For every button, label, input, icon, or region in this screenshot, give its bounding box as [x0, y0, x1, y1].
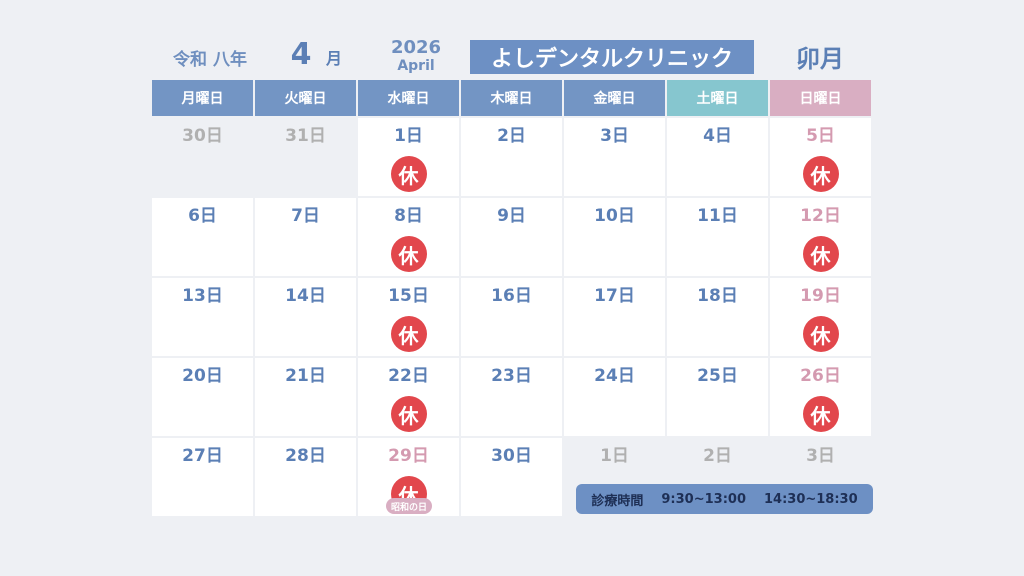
holiday-note: 昭和の日 — [386, 498, 432, 514]
hours-afternoon: 14:30~18:30 — [763, 491, 858, 507]
day-cell — [667, 358, 768, 436]
day-number: 18日 — [697, 285, 738, 306]
weekday-header: 金曜日 — [564, 80, 665, 116]
closed-mark: 休 — [802, 156, 839, 192]
day-number: 17日 — [594, 285, 635, 306]
day-number: 16日 — [491, 285, 532, 306]
day-number: 9日 — [497, 205, 526, 226]
hours-box: 診療時間 9:30~13:00 14:30~18:30 — [576, 484, 873, 514]
day-number: 7日 — [291, 205, 320, 226]
closed-mark: 休 — [802, 396, 839, 432]
day-number: 6日 — [188, 205, 217, 226]
day-number: 3日 — [806, 445, 835, 466]
weekday-header: 日曜日 — [770, 80, 871, 116]
day-number: 4日 — [703, 125, 732, 146]
day-cell — [152, 438, 253, 516]
day-number: 15日 — [388, 285, 429, 306]
day-cell — [461, 278, 562, 356]
weekday-header: 木曜日 — [461, 80, 562, 116]
closed-mark: 休 — [390, 316, 427, 352]
day-number: 1日 — [394, 125, 423, 146]
day-number: 27日 — [182, 445, 223, 466]
day-number: 24日 — [594, 365, 635, 386]
day-cell — [461, 358, 562, 436]
day-number: 14日 — [285, 285, 326, 306]
day-number: 13日 — [182, 285, 223, 306]
day-number: 1日 — [600, 445, 629, 466]
day-number: 19日 — [800, 285, 841, 306]
day-cell — [255, 358, 356, 436]
day-cell — [255, 438, 356, 516]
hours-label: 診療時間 — [591, 493, 644, 509]
day-cell — [667, 278, 768, 356]
day-number: 20日 — [182, 365, 223, 386]
weekday-header: 土曜日 — [667, 80, 768, 116]
weekday-header: 火曜日 — [255, 80, 356, 116]
day-cell — [255, 118, 356, 196]
day-number: 30日 — [182, 125, 223, 146]
day-cell — [255, 198, 356, 276]
day-cell — [564, 118, 665, 196]
month-number: 4 — [290, 36, 312, 72]
day-number: 11日 — [697, 205, 738, 226]
month-unit: 月 — [325, 49, 342, 68]
month-en: April — [397, 58, 435, 74]
closed-mark: 休 — [802, 236, 839, 272]
day-number: 10日 — [594, 205, 635, 226]
day-cell — [461, 118, 562, 196]
day-cell — [461, 438, 562, 516]
closed-mark: 休 — [390, 396, 427, 432]
weekday-header: 月曜日 — [152, 80, 253, 116]
day-number: 5日 — [806, 125, 835, 146]
year: 2026 — [390, 36, 442, 58]
day-cell — [564, 278, 665, 356]
day-number: 26日 — [800, 365, 841, 386]
day-cell — [461, 198, 562, 276]
closed-mark: 休 — [390, 236, 427, 272]
day-cell — [564, 358, 665, 436]
day-number: 22日 — [388, 365, 429, 386]
day-number: 23日 — [491, 365, 532, 386]
hours-morning: 9:30~13:00 — [661, 491, 746, 507]
day-cell — [564, 198, 665, 276]
day-number: 29日 — [388, 445, 429, 466]
day-number: 28日 — [285, 445, 326, 466]
day-cell — [667, 198, 768, 276]
era: 令和 八年 — [173, 49, 247, 70]
day-number: 30日 — [491, 445, 532, 466]
day-number: 3日 — [600, 125, 629, 146]
weekday-header: 水曜日 — [358, 80, 459, 116]
day-number: 12日 — [800, 205, 841, 226]
day-cell — [152, 278, 253, 356]
day-cell — [152, 118, 253, 196]
day-cell — [152, 198, 253, 276]
day-cell — [152, 358, 253, 436]
day-cell — [255, 278, 356, 356]
day-number: 25日 — [697, 365, 738, 386]
closed-mark: 休 — [390, 156, 427, 192]
day-number: 21日 — [285, 365, 326, 386]
day-number: 2日 — [703, 445, 732, 466]
closed-mark: 休 — [802, 316, 839, 352]
clinic-name: よしデンタルクリニック — [470, 40, 754, 74]
day-number: 31日 — [285, 125, 326, 146]
day-number: 2日 — [497, 125, 526, 146]
day-cell — [667, 118, 768, 196]
day-number: 8日 — [394, 205, 423, 226]
old-month-name: 卯月 — [796, 44, 844, 73]
